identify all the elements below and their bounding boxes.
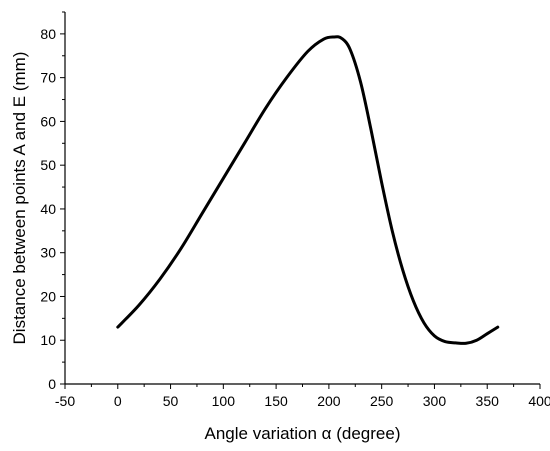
y-tick-label: 50 xyxy=(40,157,56,173)
y-tick-label: 60 xyxy=(40,113,56,129)
x-tick-label: 100 xyxy=(212,393,236,409)
y-axis: 0 10 20 30 40 50 60 70 80 xyxy=(40,11,66,392)
x-tick-label: 0 xyxy=(114,393,122,409)
y-tick-label: 10 xyxy=(40,332,56,348)
series-layer xyxy=(116,35,500,345)
y-tick-label: 40 xyxy=(40,201,56,217)
y-tick-label: 20 xyxy=(40,288,56,304)
x-tick-label: -50 xyxy=(55,393,75,409)
x-axis: -50 0 50 100 150 200 250 300 350 400 xyxy=(55,383,550,409)
x-tick-label: 50 xyxy=(163,393,179,409)
x-tick-label: 350 xyxy=(476,393,500,409)
x-tick-label: 300 xyxy=(423,393,447,409)
y-axis-title: Distance between points A and E (mm) xyxy=(10,52,29,345)
y-tick-label: 30 xyxy=(40,245,56,261)
x-tick-label: 250 xyxy=(370,393,394,409)
x-tick-label: 200 xyxy=(317,393,341,409)
y-tick-label: 0 xyxy=(48,376,56,392)
y-tick-label: 80 xyxy=(40,26,56,42)
y-tick-label: 70 xyxy=(40,70,56,86)
series-line-0 xyxy=(116,35,500,345)
x-axis-title: Angle variation α (degree) xyxy=(205,424,401,443)
x-tick-label: 400 xyxy=(528,393,550,409)
x-tick-label: 150 xyxy=(264,393,288,409)
